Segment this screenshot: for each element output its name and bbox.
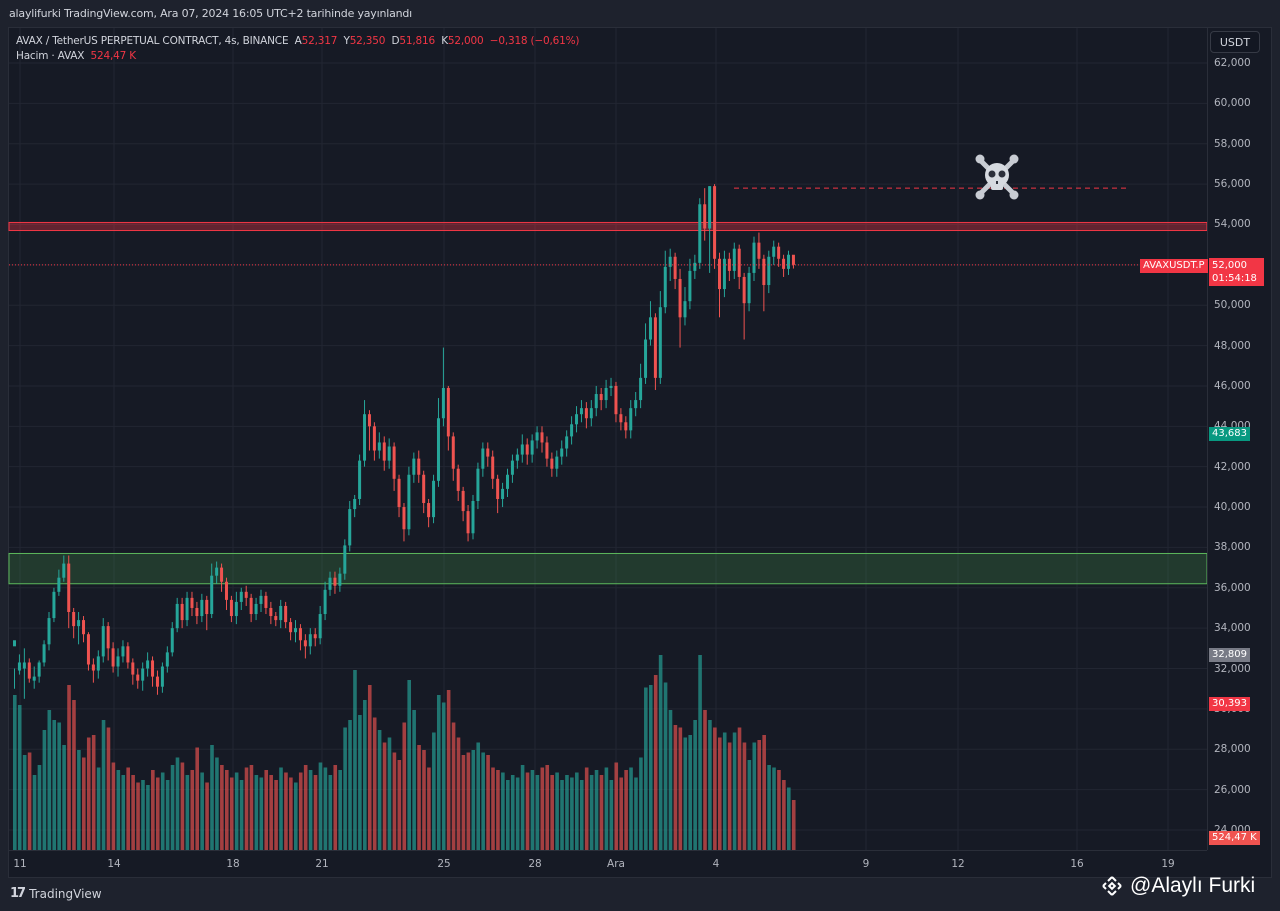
time-tick: 4 [712,858,720,870]
bar-countdown: 01:54:18 [1212,273,1257,284]
price-tick: 60,000 [1214,97,1251,110]
price-tick: 28,000 [1214,743,1251,756]
time-tick: 11 [13,858,27,870]
change-value: −0,318 (−0,61%) [489,35,580,47]
support-zone [8,552,1208,585]
price-tick: 32,000 [1214,662,1251,675]
time-tick: 21 [315,858,329,870]
time-tick: 25 [437,858,451,870]
green-level-label: 43,683 [1209,427,1250,441]
tv-logo-icon: 17 [10,886,26,901]
price-tick: 58,000 [1214,137,1251,150]
time-tick: 28 [528,858,542,870]
price-tick: 26,000 [1214,783,1251,796]
symbol-title[interactable]: AVAX / TetherUS PERPETUAL CONTRACT, 4s, … [16,35,289,47]
volume-level-label: 524,47 K [1209,831,1260,845]
time-axis[interactable] [9,850,1207,878]
low-label: D [391,35,400,47]
last-price-label: 52,000 01:54:18 [1209,258,1264,286]
resistance-zone [8,221,1208,232]
price-tick: 40,000 [1214,501,1251,514]
published-info: alaylifurki TradingView.com, Ara 07, 202… [9,7,413,20]
last-price-value: 52,000 [1212,260,1247,271]
time-tick: 16 [1070,858,1084,870]
price-axis[interactable] [1207,28,1272,850]
publish-header: alaylifurki TradingView.com, Ara 07, 202… [0,0,1280,26]
open-label: A [294,35,302,47]
tradingview-logo[interactable]: 17 TradingView [10,886,102,901]
author-watermark: @Alaylı Furki [1100,874,1255,898]
volume-row: Hacim · AVAX 524,47 K [16,49,579,64]
low-value: 51,816 [399,35,435,47]
price-tick: 36,000 [1214,581,1251,594]
close-label: K [441,35,448,47]
high-label: Y [343,35,350,47]
volume-value: 524,47 K [90,50,137,62]
price-tick: 34,000 [1214,622,1251,635]
close-value: 52,000 [447,35,484,47]
chart-pane[interactable] [8,27,1272,878]
volume-label[interactable]: Hacim · AVAX [16,50,85,62]
time-tick: 18 [226,858,240,870]
currency-button[interactable]: USDT [1210,31,1260,53]
chart-legend: AVAX / TetherUS PERPETUAL CONTRACT, 4s, … [16,34,579,64]
price-tick: 62,000 [1214,57,1251,69]
time-tick: 12 [951,858,965,870]
red-level-label: 30,393 [1209,697,1250,711]
price-tick: 54,000 [1214,218,1251,231]
watermark-text: @Alaylı Furki [1130,874,1256,897]
binance-diamond-icon [1102,876,1122,896]
symbol-row: AVAX / TetherUS PERPETUAL CONTRACT, 4s, … [16,34,579,49]
time-tick: Ara [607,858,625,870]
price-tick: 48,000 [1214,339,1251,352]
time-tick: 9 [862,858,870,870]
symbol-price-tag: AVAXUSDT.P [1140,259,1208,273]
price-tick: 46,000 [1214,379,1251,392]
brand-name: TradingView [29,886,102,901]
open-value: 52,317 [301,35,338,47]
price-tick: 38,000 [1214,541,1251,554]
gray-level-label: 32,809 [1209,648,1250,662]
price-tick: 50,000 [1214,299,1251,312]
high-value: 52,350 [349,35,386,47]
price-tick: 42,000 [1214,460,1251,473]
time-tick: 14 [107,858,121,870]
skull-crossbones-icon [975,154,1019,200]
time-tick: 19 [1161,858,1175,870]
price-tick: 56,000 [1214,178,1251,191]
